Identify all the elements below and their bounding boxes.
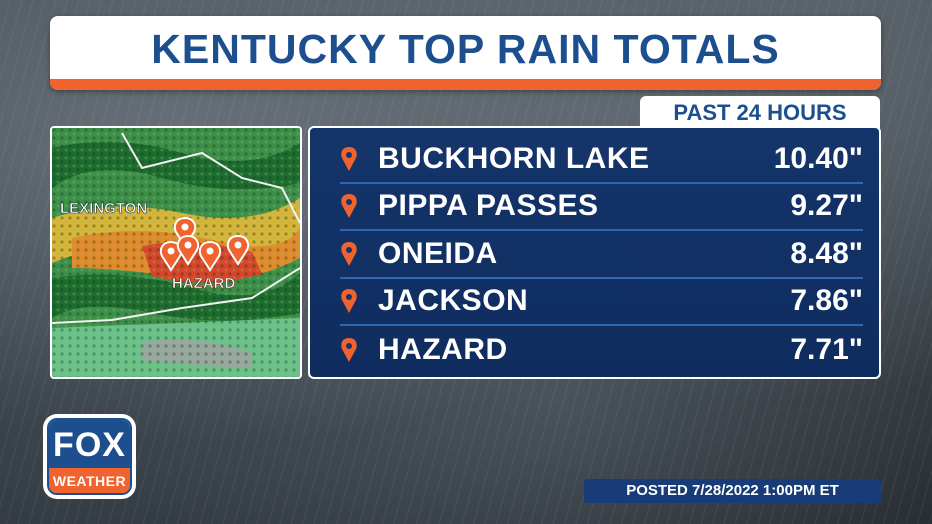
rain-total-value: 10.40"	[773, 141, 863, 175]
map-pin-1	[173, 216, 197, 248]
location-pin-icon	[341, 146, 357, 171]
rain-total-value: 9.27"	[790, 189, 863, 223]
state-border-south	[52, 267, 300, 324]
title-accent-stripe	[50, 79, 881, 90]
map-pin-4	[198, 240, 222, 272]
logo-fox-text: FOX	[49, 420, 130, 468]
page-title: KENTUCKY TOP RAIN TOTALS	[151, 26, 780, 72]
map-pin-3	[176, 234, 200, 266]
map-label-hazard: HAZARD	[172, 275, 235, 292]
location-pin-icon	[341, 289, 357, 314]
location-name: HAZARD	[378, 332, 508, 366]
location-name: JACKSON	[378, 284, 529, 318]
location-name: PIPPA PASSES	[378, 189, 599, 223]
title-banner: KENTUCKY TOP RAIN TOTALS	[50, 16, 881, 90]
location-pin-icon	[341, 337, 357, 362]
location-pin-icon	[341, 241, 357, 266]
table-row: JACKSON 7.86"	[340, 279, 863, 326]
table-row: ONEIDA 8.48"	[340, 231, 863, 279]
map-pins	[159, 216, 250, 272]
state-border-north	[121, 132, 300, 224]
location-name: ONEIDA	[378, 236, 498, 270]
rain-totals-table: BUCKHORN LAKE 10.40" PIPPA PASSES 9.27" …	[308, 126, 881, 379]
table-row: BUCKHORN LAKE 10.40"	[340, 136, 863, 184]
table-row: PIPPA PASSES 9.27"	[340, 184, 863, 231]
fox-weather-logo: FOX WEATHER	[43, 414, 136, 499]
location-pin-icon	[341, 194, 357, 219]
rain-total-value: 7.86"	[790, 284, 863, 318]
time-range-label: PAST 24 HOURS	[640, 96, 880, 130]
location-name: BUCKHORN LAKE	[378, 141, 650, 175]
rain-total-value: 8.48"	[790, 236, 863, 270]
table-row: HAZARD 7.71"	[340, 326, 863, 374]
radar-map: LEXINGTON HAZARD	[50, 126, 302, 379]
map-pin-5	[226, 234, 250, 266]
rain-total-value: 7.71"	[790, 332, 863, 366]
radar-map-graphic: LEXINGTON HAZARD	[52, 128, 300, 377]
logo-frame: FOX WEATHER	[47, 418, 132, 495]
logo-weather-text: WEATHER	[49, 468, 130, 493]
map-label-lexington: LEXINGTON	[60, 200, 147, 217]
posted-timestamp: POSTED 7/28/2022 1:00PM ET	[584, 479, 881, 503]
